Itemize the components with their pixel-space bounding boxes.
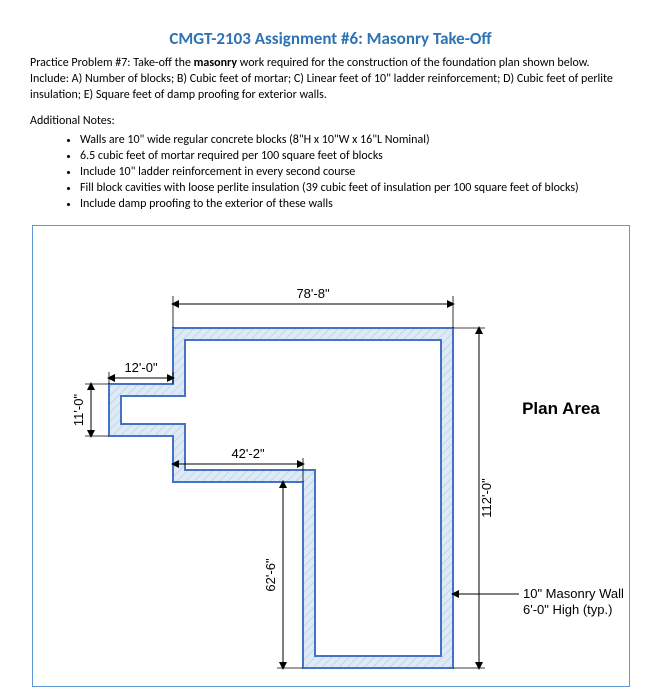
- wall-note-2: 6'-0" High (typ.): [523, 602, 612, 617]
- dim-top: 78'-8": [296, 286, 330, 301]
- plan-area-label: Plan Area: [522, 399, 600, 418]
- notes-list: Walls are 10" wide regular concrete bloc…: [30, 132, 631, 213]
- list-item: Walls are 10" wide regular concrete bloc…: [80, 132, 631, 148]
- dim-left-vert: 11'-0": [71, 393, 86, 426]
- list-item: Include damp proofing to the exterior of…: [80, 196, 631, 212]
- wall-outline: [109, 328, 453, 668]
- dim-inner-left: 12'-0": [124, 360, 158, 375]
- page-title: CMGT-2103 Assignment #6: Masonry Take-Of…: [30, 28, 631, 49]
- intro-paragraph: Practice Problem #7: Take-off the masonr…: [30, 55, 631, 104]
- dim-mid-h: 42'-2": [231, 446, 265, 461]
- list-item: Include 10" ladder reinforcement in ever…: [80, 164, 631, 180]
- page: CMGT-2103 Assignment #6: Masonry Take-Of…: [0, 0, 661, 700]
- notes-header: Additional Notes:: [30, 114, 631, 128]
- plan-diagram-frame: 78'-8" 12'-0" 11'-0" 42'-2" 112'-0" 62': [32, 225, 630, 687]
- plan-svg: 78'-8" 12'-0" 11'-0" 42'-2" 112'-0" 62': [33, 226, 629, 686]
- list-item: Fill block cavities with loose perlite i…: [80, 180, 631, 196]
- wall-note-1: 10" Masonry Wall: [523, 586, 624, 601]
- list-item: 6.5 cubic feet of mortar required per 10…: [80, 148, 631, 164]
- dim-right-v: 112'-0": [479, 477, 494, 517]
- dim-mid-v: 62'-6": [263, 558, 278, 592]
